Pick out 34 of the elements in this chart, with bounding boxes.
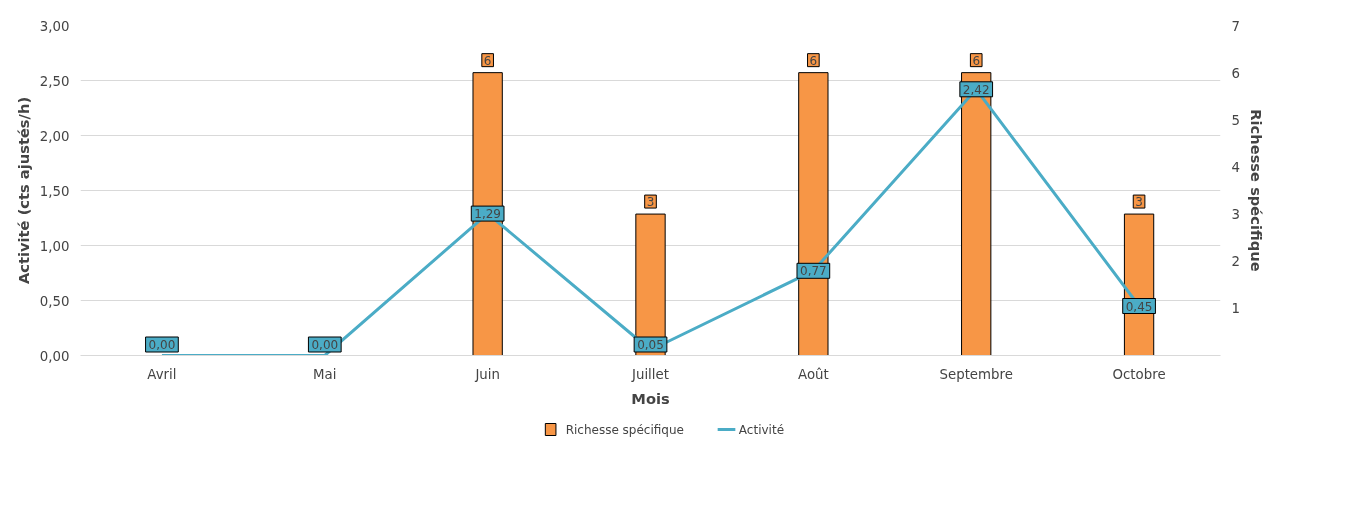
x-tick-label: Octobre	[1112, 366, 1166, 382]
y-tick-label: 1,00	[39, 238, 70, 254]
y2-tick-label: 5	[1231, 112, 1240, 128]
y2-tick-label: 4	[1231, 159, 1240, 175]
legend-label: Richesse spécifique	[565, 422, 684, 437]
data-label: 0,00	[311, 338, 339, 352]
y2-tick-label: 3	[1231, 207, 1240, 223]
y-tick-label: 0,50	[39, 293, 70, 309]
y-tick-label: 3,00	[39, 18, 70, 34]
y-tick-label: 2,50	[39, 73, 70, 89]
data-label: 6	[483, 53, 492, 68]
data-label: 3	[646, 195, 655, 210]
data-label: 3	[1135, 195, 1143, 210]
y2-tick-label: 1	[1231, 301, 1240, 317]
x-axis-title: Mois	[631, 389, 670, 407]
x-tick-label: Mai	[313, 366, 337, 382]
x-tick-label: Août	[798, 366, 829, 382]
legend-label: Activité	[738, 422, 785, 437]
data-label: 0,00	[148, 338, 176, 352]
y2-tick-label: 2	[1231, 254, 1240, 270]
y-tick-label: 1,50	[39, 183, 70, 199]
data-label: 6	[972, 53, 981, 68]
y-tick-label: 2,00	[39, 128, 70, 144]
y2-tick-label: 7	[1231, 18, 1240, 34]
x-tick-label: Juillet	[631, 366, 669, 382]
y2-tick-label: 6	[1231, 65, 1240, 81]
x-tick-label: Septembre	[939, 366, 1013, 382]
y-axis-title: Activité (cts ajustés/h)	[14, 96, 32, 285]
y2-axis-title: Richesse spécifique	[1247, 109, 1265, 272]
data-label: 6	[809, 53, 818, 68]
y-tick-label: 0,00	[39, 348, 70, 364]
x-tick-label: Avril	[147, 366, 177, 382]
data-label: 0,05	[637, 338, 664, 352]
x-tick-label: Juin	[474, 366, 500, 382]
